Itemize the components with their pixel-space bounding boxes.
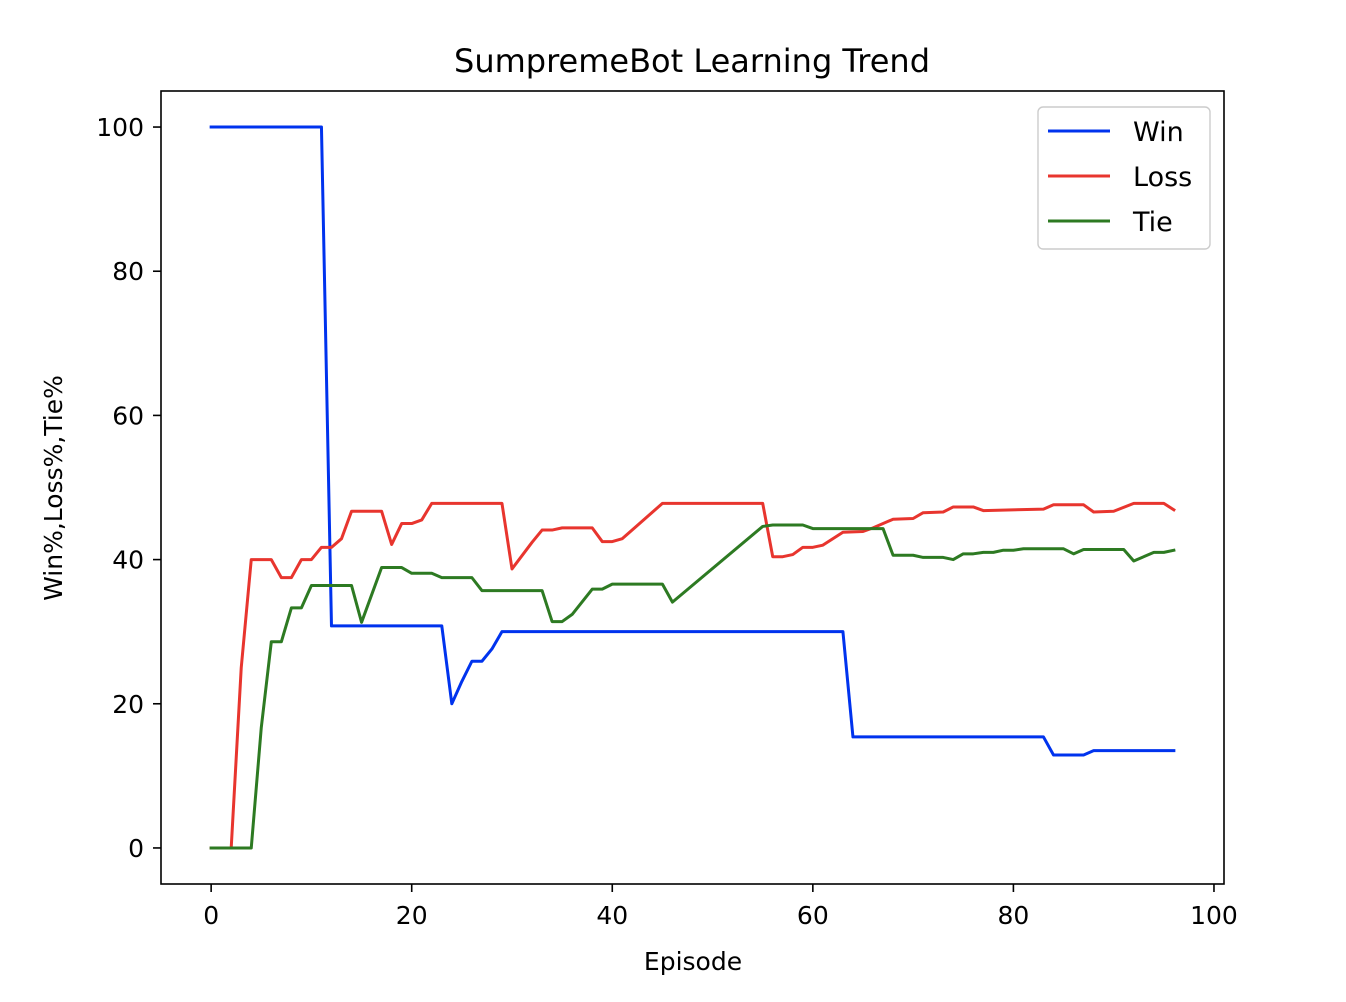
x-tick-label: 100 (1190, 901, 1238, 930)
x-tick-label: 0 (203, 901, 219, 930)
x-axis-ticks: 0 20 40 60 80 100 (203, 884, 1238, 930)
plot-frame (160, 90, 1225, 885)
y-tick-label: 100 (96, 113, 144, 142)
series-line-win (209, 125, 1176, 757)
chart-title: SumpremeBot Learning Trend (454, 42, 930, 80)
legend-label-win: Win (1133, 117, 1184, 148)
legend: Win Loss Tie (1037, 106, 1211, 250)
x-axis-label: Episode (644, 947, 742, 976)
legend-box (1037, 106, 1211, 250)
y-tick-label: 80 (112, 257, 144, 286)
series-layer (209, 125, 1176, 850)
y-tick-label: 40 (112, 546, 144, 575)
series-line-tie (209, 523, 1176, 850)
y-tick-label: 60 (112, 401, 144, 430)
y-tick-label: 20 (112, 690, 144, 719)
x-tick-label: 20 (396, 901, 428, 930)
legend-items: Win Loss Tie (1048, 117, 1192, 238)
x-tick-label: 60 (797, 901, 829, 930)
y-axis-ticks: 0 20 40 60 80 100 (96, 113, 161, 863)
x-tick-label: 40 (596, 901, 628, 930)
x-tick-label: 80 (997, 901, 1029, 930)
y-tick-label: 0 (128, 834, 144, 863)
legend-label-loss: Loss (1133, 162, 1192, 193)
y-axis-label: Win%,Loss%,Tie% (39, 375, 68, 601)
series-line-loss (209, 501, 1176, 850)
legend-label-tie: Tie (1132, 207, 1173, 238)
